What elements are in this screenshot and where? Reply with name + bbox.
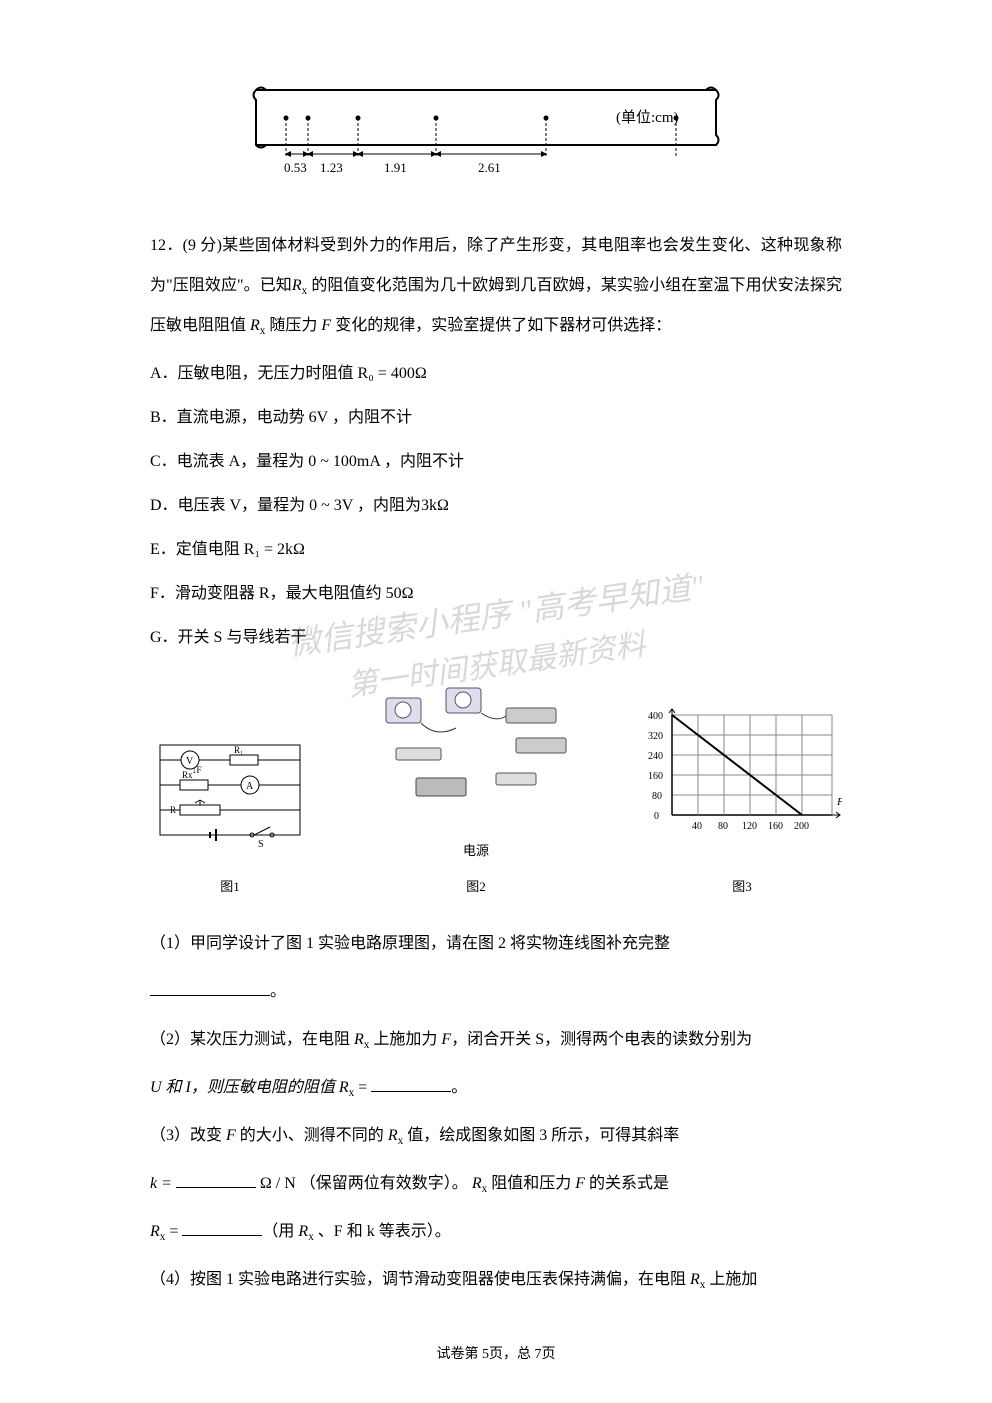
q2-l2-pre: U 和 I，则压敏电阻的阻值 (150, 1079, 339, 1096)
q4-pre: （4）按图 1 实验电路进行实验，调节滑动变阻器使电压表保持满偏，在电阻 (150, 1271, 690, 1288)
blank-2[interactable] (371, 1076, 451, 1092)
ruler-m0: 0.53 (284, 160, 307, 175)
ruler-svg: (单位:cm) 0.53 1.23 1.91 2.61 (246, 80, 746, 180)
q-intro-3: 随压力 (265, 317, 321, 334)
svg-text:120: 120 (742, 821, 757, 832)
rx-var-2: R (250, 317, 260, 334)
q2-mid: 上施加力 (369, 1031, 441, 1048)
page-content: (单位:cm) 0.53 1.23 1.91 2.61 12．(9 分)某些固体… (150, 80, 842, 1300)
svg-text:R/Ω: R/Ω (662, 705, 681, 708)
svg-text:R₁: R₁ (234, 745, 243, 755)
svg-text:0: 0 (654, 811, 659, 822)
svg-text:A: A (246, 781, 254, 792)
f-var-1: F (321, 317, 331, 334)
q3-unit: Ω / N （保留两位有效数字）。 (256, 1175, 472, 1192)
ruler-diagram: (单位:cm) 0.53 1.23 1.91 2.61 (246, 80, 746, 196)
circuit-svg: V R₁ A Rx ↓F R (150, 735, 310, 855)
svg-text:240: 240 (648, 751, 663, 762)
fig3-label: 图3 (642, 871, 842, 904)
q2-eq: = (354, 1079, 371, 1096)
question-intro: 12．(9 分)某些固体材料受到外力的作用后，除了产生形变，其电阻率也会发生变化… (150, 226, 842, 346)
q1-end: 。 (270, 983, 286, 1000)
q3-l2-pre: k = (150, 1175, 176, 1192)
option-c: C．电流表 A，量程为 0 ~ 100mA ，内阻不计 (150, 442, 842, 482)
svg-text:80: 80 (652, 791, 662, 802)
svg-text:80: 80 (718, 821, 728, 832)
svg-text:40: 40 (692, 821, 702, 832)
fig2-label: 图2 (366, 871, 586, 904)
sub-q1: （1）甲同学设计了图 1 实验电路原理图，请在图 2 将实物连线图补充完整 (150, 924, 842, 964)
q3-l3-end: （用 (262, 1223, 298, 1240)
sub-q3: （3）改变 F 的大小、测得不同的 Rx 值，绘成图象如图 3 所示，可得其斜率 (150, 1116, 842, 1156)
q3-l3-mid: = (165, 1223, 182, 1240)
figures-row: V R₁ A Rx ↓F R (150, 678, 842, 904)
option-f: F．滑动变阻器 R，最大电阻值约 50Ω (150, 574, 842, 614)
q-points: (9 分) (183, 237, 222, 254)
q3-mid: 的大小、测得不同的 (236, 1127, 388, 1144)
q3-end: 的关系式是 (585, 1175, 669, 1192)
option-b: B．直流电源，电动势 6V ，内阻不计 (150, 398, 842, 438)
q2-end: 。 (451, 1079, 467, 1096)
q3-f: F (226, 1127, 236, 1144)
q-intro-4: 变化的规律，实验室提供了如下器材可供选择： (331, 317, 671, 334)
sub-q3-line3: Rx = （用 Rx 、F 和 k 等表示）。 (150, 1212, 842, 1252)
q2-f: F (441, 1031, 451, 1048)
svg-text:S: S (258, 839, 264, 850)
fig1-label: 图1 (150, 871, 310, 904)
q3-rx2: R (472, 1175, 482, 1192)
figure-1: V R₁ A Rx ↓F R (150, 735, 310, 904)
svg-text:↓F: ↓F (192, 765, 202, 775)
sub-q2-line2: U 和 I，则压敏电阻的阻值 Rx = 。 (150, 1068, 842, 1108)
svg-text:200: 200 (794, 821, 809, 832)
q2-rx2: R (339, 1079, 349, 1096)
q3-l3-rx2: R (298, 1223, 308, 1240)
svg-text:320: 320 (648, 731, 663, 742)
ruler-m3: 2.61 (478, 160, 501, 175)
figure-3: 0 80 160 240 320 400 40 80 120 160 200 R… (642, 705, 842, 904)
ruler-m1: 1.23 (320, 160, 343, 175)
q3-mid3: 阻值和压力 (487, 1175, 575, 1192)
q2-pre: （2）某次压力测试，在电阻 (150, 1031, 354, 1048)
q3-mid2: 值，绘成图象如图 3 所示，可得其斜率 (403, 1127, 679, 1144)
ruler-unit: (单位:cm) (616, 109, 678, 126)
svg-text:F/N: F/N (836, 796, 842, 808)
sub-q2: （2）某次压力测试，在电阻 Rx 上施加力 F，闭合开关 S，测得两个电表的读数… (150, 1020, 842, 1060)
fig2-power: 电源 (366, 835, 586, 868)
q-number: 12． (150, 237, 183, 254)
sub-q1-blank: 。 (150, 972, 842, 1012)
q2-rx: R (354, 1031, 364, 1048)
svg-text:400: 400 (648, 711, 663, 722)
q3-rx: R (388, 1127, 398, 1144)
q3-pre: （3）改变 (150, 1127, 226, 1144)
option-d: D．电压表 V，量程为 0 ~ 3V ，内阻为3kΩ (150, 486, 842, 526)
blank-1[interactable] (150, 980, 270, 996)
option-a: A．压敏电阻，无压力时阻值 R₀ = 400Ω (150, 354, 842, 394)
sub-q4: （4）按图 1 实验电路进行实验，调节滑动变阻器使电压表保持满偏，在电阻 Rx … (150, 1260, 842, 1300)
q3-l3-vars: 、F 和 k 等表示）。 (314, 1223, 451, 1240)
sub-q3-line2: k = Ω / N （保留两位有效数字）。 Rx 阻值和压力 F 的关系式是 (150, 1164, 842, 1204)
q3-l3-rx: R (150, 1223, 160, 1240)
svg-text:160: 160 (648, 771, 663, 782)
option-e: E．定值电阻 R₁ = 2kΩ (150, 530, 842, 570)
ruler-m2: 1.91 (384, 160, 407, 175)
figure-2: 电源 图2 (366, 678, 586, 904)
chart-svg: 0 80 160 240 320 400 40 80 120 160 200 R… (642, 705, 842, 855)
q4-end: 上施加 (705, 1271, 757, 1288)
blank-3[interactable] (176, 1172, 256, 1188)
q4-rx: R (690, 1271, 700, 1288)
q3-f2: F (575, 1175, 585, 1192)
rx-var-1: R (292, 277, 302, 294)
physical-svg (366, 678, 586, 818)
svg-text:160: 160 (768, 821, 783, 832)
blank-4[interactable] (182, 1220, 262, 1236)
q2-mid2: ，闭合开关 S，测得两个电表的读数分别为 (451, 1031, 752, 1048)
page-footer: 试卷第 5页，总 7页 (0, 1343, 992, 1363)
option-g: G．开关 S 与导线若干 (150, 618, 842, 658)
